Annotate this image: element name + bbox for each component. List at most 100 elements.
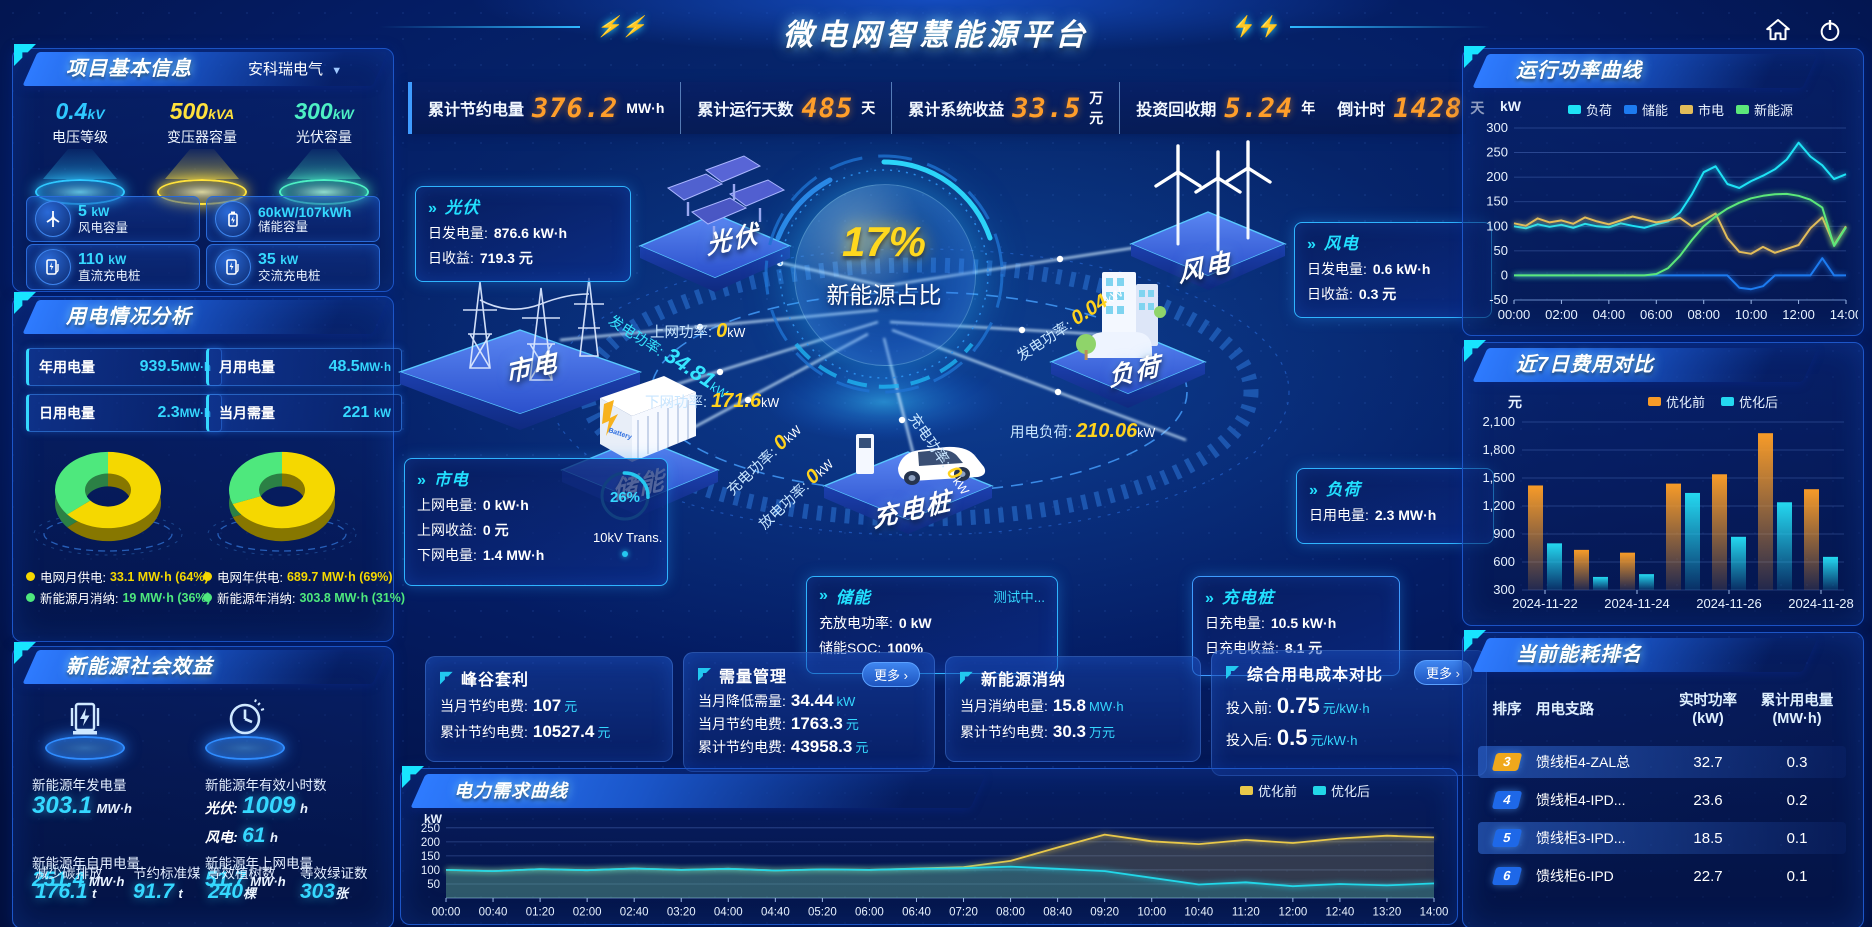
ranking-row[interactable]: 4 馈线柜4-IPD... 23.6 0.2	[1478, 784, 1846, 816]
wind-turbine-icon	[35, 201, 71, 237]
card-corner-icon	[1226, 666, 1239, 679]
light-cone	[165, 149, 239, 179]
svg-text:0: 0	[1501, 267, 1508, 282]
home-button[interactable]	[1760, 12, 1796, 48]
kpi-unit: MW·h	[626, 100, 665, 116]
row-label: 充放电功率:	[819, 615, 893, 631]
demand-legend: 优化前 优化后	[1240, 781, 1370, 800]
col-header-rank: 排序	[1492, 702, 1522, 719]
stat-unit: MW·h	[359, 362, 391, 374]
svg-text:2024-11-28: 2024-11-28	[1788, 596, 1854, 611]
branch-name: 馈线柜6-IPD	[1536, 868, 1614, 884]
flow-unit: kW	[761, 396, 780, 410]
total-energy: 0.1	[1786, 867, 1808, 885]
legend-swatch	[1624, 105, 1638, 114]
row-label: 累计节约电费:	[698, 739, 786, 755]
voltage-level-spotlight: 0.4kV 电压等级	[28, 98, 132, 205]
home-icon	[1766, 19, 1790, 41]
flow-load-power: 用电负荷: 210.06kW	[1010, 420, 1155, 443]
ranking-row[interactable]: 6 馈线柜6-IPD 22.7 0.1	[1478, 860, 1846, 892]
charger-node-illustration	[822, 434, 994, 534]
legend-swatch	[1721, 397, 1735, 406]
export-value: 51.7 MW·h	[205, 868, 286, 892]
cost-legend: 优化前 优化后	[1648, 392, 1778, 411]
realtime-power: 32.7	[1693, 753, 1723, 771]
stat-label: 当月需量	[219, 405, 275, 421]
row-label: 当月消纳电量:	[960, 698, 1048, 714]
legend-item[interactable]: 优化前	[1648, 392, 1705, 411]
pager-dot[interactable]	[622, 551, 628, 557]
power-button[interactable]	[1812, 12, 1848, 48]
svg-text:-50: -50	[1489, 292, 1508, 307]
row-unit: 元	[855, 740, 869, 755]
svg-text:06:00: 06:00	[1640, 307, 1673, 322]
row-label: 日收益:	[428, 250, 474, 266]
legend-item[interactable]: 储能	[1624, 100, 1668, 119]
ranking-row[interactable]: 3 馈线柜4-ZAL总 32.7 0.3	[1478, 746, 1846, 778]
power-curve-chart: -50 0 50 100 150 200 250 300 00:00 02:00 04:00 06:0…	[1486, 120, 1858, 322]
svg-text:06:00: 06:00	[855, 907, 884, 919]
hours-label: 新能源年有效小时数	[205, 778, 327, 793]
legend-item[interactable]: 市电	[1680, 100, 1724, 119]
svg-text:11:20: 11:20	[1232, 907, 1260, 919]
svg-text:100: 100	[421, 865, 440, 877]
power-y-unit: kW	[1500, 98, 1521, 114]
card-corner-icon	[440, 671, 453, 685]
monthly-donut-legend: 电网月供电: 33.1 MW·h (64%) 新能源月消纳: 19 MW·h (36…	[26, 566, 211, 608]
wind-hours: 风电: 61 h	[205, 824, 278, 848]
legend-item[interactable]: 新能源	[1736, 100, 1793, 119]
card-title: 风电	[1323, 235, 1359, 253]
ac-charger-card: 35 kW 交流充电桩	[206, 244, 380, 290]
ranking-row[interactable]: 5 馈线柜3-IPD... 18.5 0.1	[1478, 822, 1846, 854]
kpi-label: 累计节约电量	[428, 102, 525, 119]
legend-item[interactable]: 优化后	[1313, 781, 1370, 800]
flow-value: 171.6	[711, 390, 762, 412]
branch-name: 馈线柜3-IPD...	[1536, 830, 1626, 846]
hours-pedestal	[200, 696, 290, 760]
stat-label: 日用电量	[39, 405, 95, 421]
svg-text:10:40: 10:40	[1184, 907, 1213, 919]
cost-comparison-card: 综合用电成本对比 更多 › 投入前: 0.75 元/kW·h 投入后: 0.5 元/kW…	[1211, 650, 1487, 776]
title-bolt-left-icon: ⚡⚡	[594, 16, 651, 38]
legend-label: 优化后	[1739, 395, 1779, 410]
spot-unit: kV	[87, 106, 105, 122]
demand-curve-chart: 50 100 150 200 250 00:00 00:40 01:20 02:00 02:40 0…	[421, 823, 1448, 919]
legend-item[interactable]: 新能源年消纳: 303.8 MW·h (31%)	[203, 587, 405, 608]
svg-text:08:00: 08:00	[996, 907, 1025, 919]
gen-value: 303.1 MW·h	[32, 792, 132, 820]
row-unit: 元	[597, 725, 611, 740]
svg-text:100: 100	[1486, 218, 1508, 233]
kpi-unit: 万元	[1089, 90, 1104, 126]
stat-value: 221	[342, 404, 370, 421]
row-label: 当月降低需量:	[698, 693, 786, 709]
svg-text:150: 150	[1486, 194, 1508, 209]
legend-item[interactable]: 优化后	[1721, 392, 1778, 411]
row-unit: 万元	[1088, 725, 1115, 740]
value: 251.4	[32, 868, 85, 891]
row-label: 日发电量:	[428, 225, 488, 241]
legend-item[interactable]: 负荷	[1568, 100, 1612, 119]
card-corner-icon	[960, 671, 973, 685]
kpi-value: 376.2	[532, 92, 619, 124]
unit: h	[269, 830, 278, 845]
legend-item[interactable]: 优化前	[1240, 781, 1297, 800]
row-value: 0 kW·h	[482, 497, 529, 513]
legend-item[interactable]: 新能源月消纳: 19 MW·h (36%)	[26, 587, 211, 608]
company-dropdown[interactable]: 安科瑞电气 ▼	[248, 58, 384, 79]
legend-swatch	[1568, 105, 1581, 114]
row-value: 1.4 MW·h	[482, 547, 545, 563]
row-label: 日充电量:	[1205, 615, 1265, 631]
grid-info-card: » 市电 上网电量: 0 kW·h 上网收益: 0 元 下网电量: 1.4 MW·h 2…	[404, 458, 668, 586]
stat-label: 年用电量	[39, 359, 95, 375]
legend-dot	[203, 572, 212, 581]
unit: 张	[335, 886, 349, 901]
svg-text:250: 250	[1486, 145, 1508, 160]
svg-text:1,500: 1,500	[1482, 470, 1515, 485]
demand-more-button[interactable]: 更多 ›	[862, 662, 920, 687]
stat-unit: kW	[373, 408, 391, 420]
legend-item[interactable]: 电网月供电: 33.1 MW·h (64%)	[26, 566, 211, 587]
branch-name: 馈线柜4-ZAL总	[1536, 754, 1631, 770]
dc-charger-card: 110 kW 直流充电桩	[26, 244, 200, 290]
legend-item[interactable]: 电网年供电: 689.7 MW·h (69%)	[203, 566, 405, 587]
kpi-label: 累计系统收益	[908, 102, 1005, 119]
